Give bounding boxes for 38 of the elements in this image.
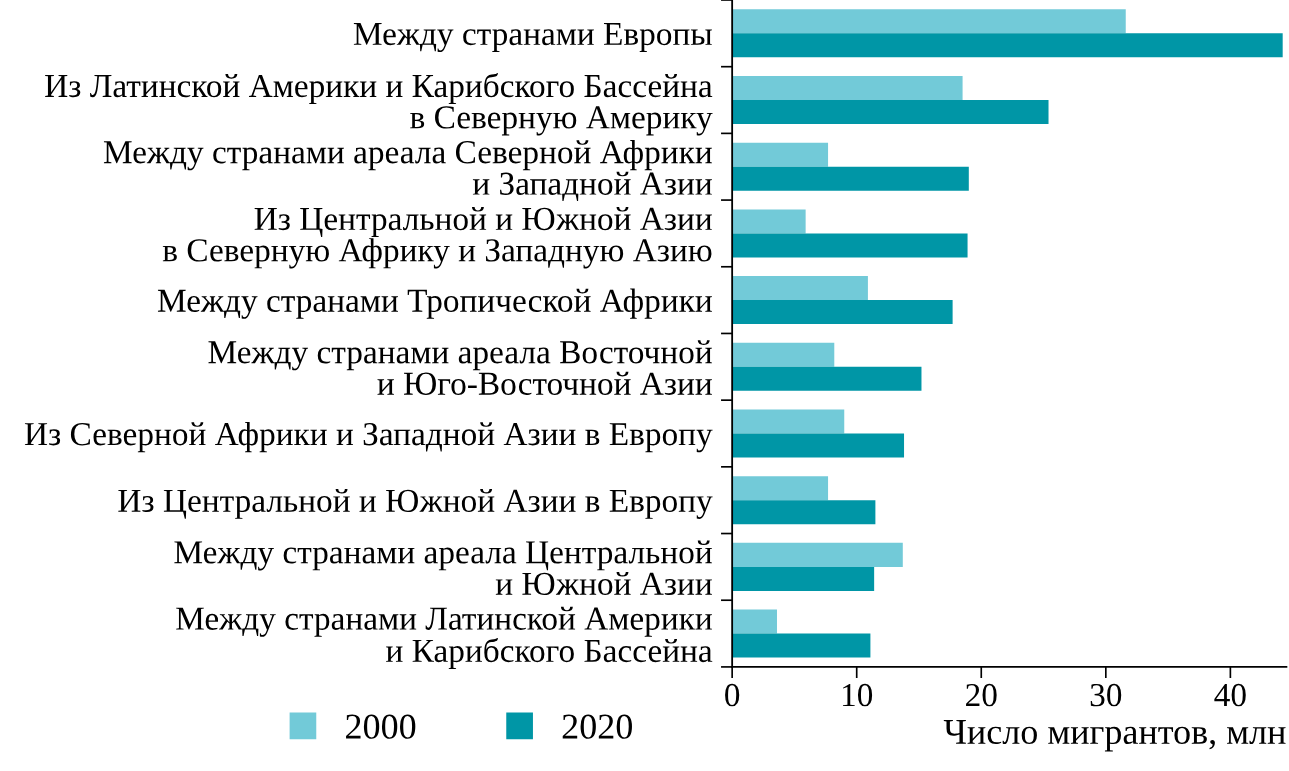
bar	[732, 542, 903, 567]
bar	[732, 476, 829, 501]
bar	[732, 76, 963, 101]
bar	[732, 142, 829, 167]
bar	[732, 366, 922, 391]
y-tick-label: Между странами ареала Восточной и Юго-Восточной Азии	[208, 340, 712, 395]
bar	[732, 33, 1283, 58]
legend-label: 2020	[562, 714, 632, 739]
y-tick-label: Между странами Тропической Африки	[157, 288, 712, 319]
bar	[732, 276, 868, 301]
y-tick-label: Из Центральной и Южной Азии в Северную Африку и Западную Азию	[162, 207, 712, 269]
bar	[732, 633, 871, 658]
bar	[732, 100, 1049, 125]
y-tick-label: Между странами ареала Северной Африки и Западной Азии	[103, 140, 712, 202]
y-tick-label: Между странами Европы	[353, 23, 712, 53]
legend-label: 2000	[346, 714, 416, 739]
x-tick-label: 40	[1214, 683, 1246, 707]
bar	[732, 233, 968, 258]
x-tick-label: 10	[842, 683, 873, 707]
x-tick-label: 20	[966, 683, 997, 707]
bar	[732, 9, 1126, 34]
bar	[732, 409, 845, 434]
bar	[732, 300, 953, 325]
y-tick-label: Из Северной Африки и Западной Азии в Европу	[24, 421, 713, 453]
bar	[732, 342, 835, 367]
bar	[732, 500, 876, 525]
bar	[732, 566, 875, 591]
y-tick-label: Между странами ареала Центральной и Южной Азии	[174, 540, 712, 596]
y-tick-label: Между странами Латинской Америки и Карибского Бассейна	[176, 606, 713, 669]
bar	[732, 433, 905, 458]
bar	[732, 209, 806, 234]
bar	[732, 166, 969, 191]
x-tick-label: 0	[725, 683, 740, 707]
y-tick-label: Из Центральной и Южной Азии в Европу	[118, 488, 713, 519]
bar	[732, 609, 777, 634]
x-axis-title: Число мигрантов, млн	[943, 720, 1286, 752]
y-tick-label: Из Латинской Америки и Карибского Бассейна в Северную Америку	[45, 73, 713, 136]
x-tick-label: 30	[1090, 683, 1122, 707]
